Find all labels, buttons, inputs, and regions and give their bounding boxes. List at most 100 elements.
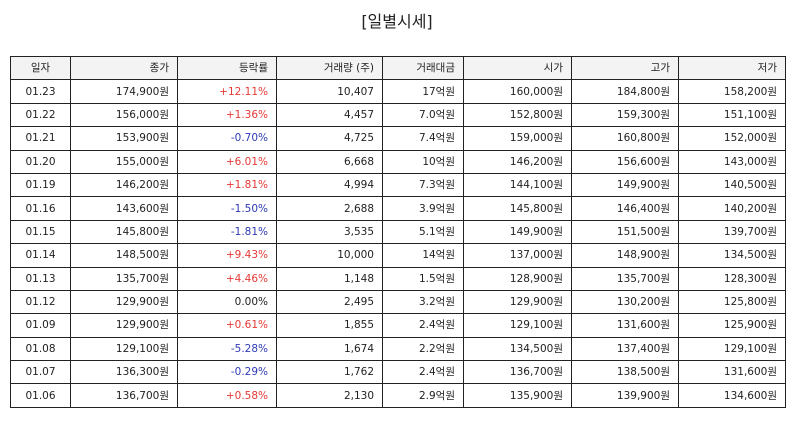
cell-volume: 1,148 bbox=[276, 266, 383, 291]
cell-high: 131,600원 bbox=[571, 313, 679, 338]
cell-open: 145,800원 bbox=[463, 196, 572, 221]
table-row: 01.22 156,000원 +1.36% 4,457 7.0억원 152,800원 159… bbox=[10, 102, 786, 128]
cell-low: 125,900원 bbox=[678, 313, 786, 338]
table-row: 01.23 174,900원 +12.11% 10,407 17억원 160,000원 18… bbox=[10, 79, 786, 104]
cell-change-rate: -0.70% bbox=[177, 126, 277, 151]
cell-low: 128,300원 bbox=[678, 266, 786, 291]
cell-close: 156,000원 bbox=[70, 102, 178, 128]
cell-volume: 1,674 bbox=[276, 336, 383, 362]
cell-low: 129,100원 bbox=[678, 336, 786, 362]
cell-open: 135,900원 bbox=[463, 383, 572, 408]
cell-high: 149,900원 bbox=[571, 172, 679, 198]
cell-open: 128,900원 bbox=[463, 266, 572, 291]
cell-trade-value: 2.4억원 bbox=[382, 360, 464, 385]
cell-change-rate: +1.81% bbox=[177, 172, 277, 198]
table-row: 01.08 129,100원 -5.28% 1,674 2.2억원 134,500원 137… bbox=[10, 336, 786, 362]
cell-volume: 10,407 bbox=[276, 79, 383, 104]
table-row: 01.15 145,800원 -1.81% 3,535 5.1억원 149,900원 151… bbox=[10, 219, 786, 245]
cell-change-rate: +1.36% bbox=[177, 102, 277, 128]
cell-change-rate: +0.61% bbox=[177, 313, 277, 338]
cell-low: 140,200원 bbox=[678, 196, 786, 221]
cell-close: 129,100원 bbox=[70, 336, 178, 362]
cell-change-rate: -1.50% bbox=[177, 196, 277, 221]
cell-high: 138,500원 bbox=[571, 360, 679, 385]
cell-high: 135,700원 bbox=[571, 266, 679, 291]
header-close: 종가 bbox=[70, 55, 178, 81]
cell-high: 156,600원 bbox=[571, 149, 679, 174]
table-row: 01.19 146,200원 +1.81% 4,994 7.3억원 144,100원 149… bbox=[10, 172, 786, 198]
cell-close: 148,500원 bbox=[70, 243, 178, 268]
cell-date: 01.15 bbox=[10, 219, 71, 245]
cell-change-rate: +9.43% bbox=[177, 243, 277, 268]
cell-trade-value: 2.2억원 bbox=[382, 336, 464, 362]
cell-close: 155,000원 bbox=[70, 149, 178, 174]
header-trade-value: 거래대금 bbox=[382, 55, 464, 81]
cell-volume: 2,130 bbox=[276, 383, 383, 408]
cell-trade-value: 7.0억원 bbox=[382, 102, 464, 128]
daily-price-table: 일자 종가 등락률 거래량 (주) 거래대금 시가 고가 저가 01.23 174… bbox=[10, 55, 786, 408]
table-row: 01.13 135,700원 +4.46% 1,148 1.5억원 128,900원 135… bbox=[10, 266, 786, 291]
cell-date: 01.13 bbox=[10, 266, 71, 291]
cell-volume: 6,668 bbox=[276, 149, 383, 174]
cell-date: 01.20 bbox=[10, 149, 71, 174]
cell-trade-value: 5.1억원 bbox=[382, 219, 464, 245]
cell-change-rate: -1.81% bbox=[177, 219, 277, 245]
cell-close: 136,300원 bbox=[70, 360, 178, 385]
cell-low: 134,600원 bbox=[678, 383, 786, 408]
cell-open: 152,800원 bbox=[463, 102, 572, 128]
cell-open: 137,000원 bbox=[463, 243, 572, 268]
cell-high: 146,400원 bbox=[571, 196, 679, 221]
header-low: 저가 bbox=[678, 55, 786, 81]
cell-close: 129,900원 bbox=[70, 313, 178, 338]
cell-change-rate: +0.58% bbox=[177, 383, 277, 408]
cell-open: 129,100원 bbox=[463, 313, 572, 338]
cell-volume: 10,000 bbox=[276, 243, 383, 268]
cell-trade-value: 3.9억원 bbox=[382, 196, 464, 221]
cell-open: 144,100원 bbox=[463, 172, 572, 198]
cell-change-rate: -0.29% bbox=[177, 360, 277, 385]
cell-close: 146,200원 bbox=[70, 172, 178, 198]
cell-high: 139,900원 bbox=[571, 383, 679, 408]
cell-low: 158,200원 bbox=[678, 79, 786, 104]
cell-close: 135,700원 bbox=[70, 266, 178, 291]
table-row: 01.14 148,500원 +9.43% 10,000 14억원 137,000원 148… bbox=[10, 243, 786, 268]
table-row: 01.21 153,900원 -0.70% 4,725 7.4억원 159,000원 160… bbox=[10, 126, 786, 151]
cell-date: 01.19 bbox=[10, 172, 71, 198]
cell-trade-value: 7.3억원 bbox=[382, 172, 464, 198]
cell-date: 01.12 bbox=[10, 289, 71, 315]
cell-open: 146,200원 bbox=[463, 149, 572, 174]
cell-high: 160,800원 bbox=[571, 126, 679, 151]
cell-trade-value: 2.4억원 bbox=[382, 313, 464, 338]
header-high: 고가 bbox=[571, 55, 679, 81]
cell-change-rate: 0.00% bbox=[177, 289, 277, 315]
cell-trade-value: 1.5억원 bbox=[382, 266, 464, 291]
header-open: 시가 bbox=[463, 55, 572, 81]
cell-date: 01.23 bbox=[10, 79, 71, 104]
cell-date: 01.09 bbox=[10, 313, 71, 338]
table-row: 01.07 136,300원 -0.29% 1,762 2.4억원 136,700원 138… bbox=[10, 360, 786, 385]
table-row: 01.06 136,700원 +0.58% 2,130 2.9억원 135,900원 139… bbox=[10, 383, 786, 408]
cell-date: 01.07 bbox=[10, 360, 71, 385]
cell-volume: 3,535 bbox=[276, 219, 383, 245]
page-title: [일별시세] bbox=[361, 12, 433, 31]
cell-high: 137,400원 bbox=[571, 336, 679, 362]
table-row: 01.20 155,000원 +6.01% 6,668 10억원 146,200원 156,… bbox=[10, 149, 786, 174]
cell-volume: 4,457 bbox=[276, 102, 383, 128]
cell-high: 159,300원 bbox=[571, 102, 679, 128]
table-row: 01.12 129,900원 0.00% 2,495 3.2억원 129,900원 130,… bbox=[10, 289, 786, 315]
cell-open: 136,700원 bbox=[463, 360, 572, 385]
cell-volume: 1,762 bbox=[276, 360, 383, 385]
cell-trade-value: 14억원 bbox=[382, 243, 464, 268]
table-header-row: 일자 종가 등락률 거래량 (주) 거래대금 시가 고가 저가 bbox=[10, 55, 786, 81]
cell-high: 130,200원 bbox=[571, 289, 679, 315]
cell-low: 139,700원 bbox=[678, 219, 786, 245]
table-body: 01.23 174,900원 +12.11% 10,407 17억원 160,000원 18… bbox=[10, 79, 786, 408]
cell-volume: 1,855 bbox=[276, 313, 383, 338]
header-change-rate: 등락률 bbox=[177, 55, 277, 81]
cell-volume: 2,688 bbox=[276, 196, 383, 221]
cell-open: 159,000원 bbox=[463, 126, 572, 151]
header-date: 일자 bbox=[10, 55, 71, 81]
cell-close: 145,800원 bbox=[70, 219, 178, 245]
cell-date: 01.21 bbox=[10, 126, 71, 151]
cell-low: 151,100원 bbox=[678, 102, 786, 128]
